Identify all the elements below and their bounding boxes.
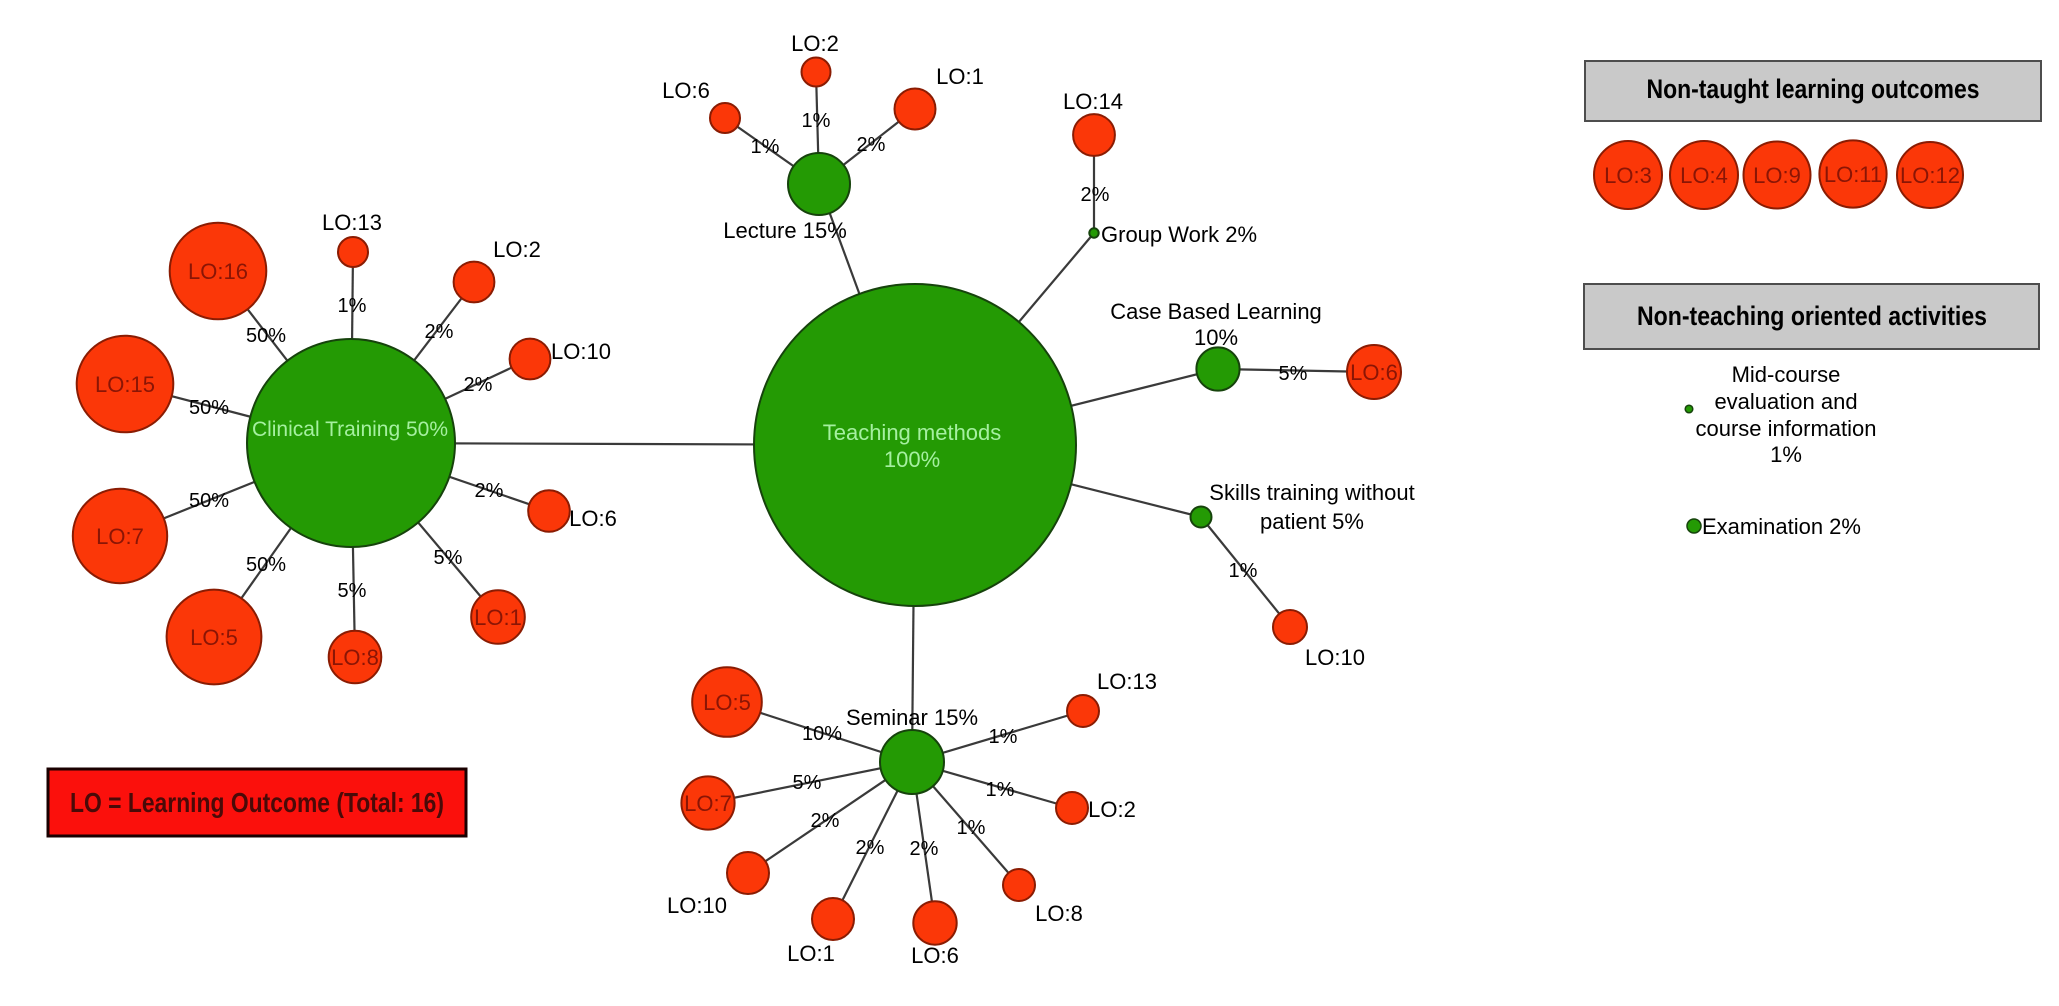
svg-text:Teaching methods: Teaching methods (823, 420, 1002, 445)
svg-text:2%: 2% (856, 837, 885, 859)
svg-text:Seminar 15%: Seminar 15% (846, 705, 978, 730)
svg-text:LO:1: LO:1 (936, 64, 984, 89)
svg-text:LO:15: LO:15 (95, 372, 155, 397)
svg-text:1%: 1% (1770, 442, 1802, 467)
svg-text:50%: 50% (189, 490, 229, 512)
svg-text:LO:2: LO:2 (1088, 797, 1136, 822)
svg-text:Lecture 15%: Lecture 15% (723, 218, 847, 243)
svg-text:5%: 5% (338, 580, 367, 602)
svg-text:2%: 2% (1081, 184, 1110, 206)
svg-text:LO:6: LO:6 (662, 78, 710, 103)
svg-text:10%: 10% (802, 723, 842, 745)
svg-text:2%: 2% (464, 374, 493, 396)
svg-text:50%: 50% (189, 397, 229, 419)
svg-text:LO:10: LO:10 (551, 339, 611, 364)
svg-text:2%: 2% (425, 321, 454, 343)
svg-text:LO:10: LO:10 (667, 893, 727, 918)
svg-text:50%: 50% (246, 554, 286, 576)
svg-text:5%: 5% (1279, 363, 1308, 385)
svg-text:patient 5%: patient 5% (1260, 509, 1364, 534)
svg-text:LO:1: LO:1 (787, 941, 835, 966)
svg-text:2%: 2% (910, 838, 939, 860)
svg-text:LO:16: LO:16 (188, 259, 248, 284)
svg-text:LO:6: LO:6 (911, 943, 959, 968)
svg-text:Non-teaching oriented activiti: Non-teaching oriented activities (1637, 301, 1987, 331)
svg-text:LO:2: LO:2 (493, 237, 541, 262)
svg-text:1%: 1% (802, 110, 831, 132)
svg-text:evaluation and: evaluation and (1714, 389, 1857, 414)
svg-text:1%: 1% (338, 295, 367, 317)
svg-text:1%: 1% (957, 817, 986, 839)
svg-text:course information: course information (1696, 416, 1877, 441)
svg-text:5%: 5% (434, 547, 463, 569)
svg-text:10%: 10% (1194, 325, 1238, 350)
svg-text:LO:8: LO:8 (331, 645, 379, 670)
svg-text:Non-taught learning outcomes: Non-taught learning outcomes (1647, 74, 1980, 104)
svg-text:2%: 2% (811, 810, 840, 832)
svg-text:LO:3: LO:3 (1604, 163, 1652, 188)
svg-text:1%: 1% (1229, 560, 1258, 582)
svg-text:Mid-course: Mid-course (1732, 362, 1841, 387)
svg-text:5%: 5% (793, 772, 822, 794)
svg-text:100%: 100% (884, 447, 940, 472)
svg-text:LO:13: LO:13 (1097, 669, 1157, 694)
svg-text:LO:6: LO:6 (1350, 360, 1398, 385)
svg-text:1%: 1% (989, 726, 1018, 748)
svg-text:LO:2: LO:2 (791, 31, 839, 56)
svg-text:LO:9: LO:9 (1753, 163, 1801, 188)
svg-text:2%: 2% (857, 134, 886, 156)
svg-text:LO:8: LO:8 (1035, 901, 1083, 926)
svg-text:Case Based Learning: Case Based Learning (1110, 299, 1322, 324)
svg-text:LO:14: LO:14 (1063, 89, 1123, 114)
svg-text:LO:13: LO:13 (322, 210, 382, 235)
svg-text:LO = Learning Outcome (Total:: LO = Learning Outcome (Total: 16) (70, 787, 444, 818)
svg-text:2%: 2% (475, 480, 504, 502)
svg-text:Group Work 2%: Group Work 2% (1101, 222, 1257, 247)
svg-text:LO:10: LO:10 (1305, 645, 1365, 670)
svg-text:LO:12: LO:12 (1900, 163, 1960, 188)
svg-text:Clinical Training 50%: Clinical Training 50% (252, 418, 448, 441)
svg-text:Examination 2%: Examination 2% (1702, 514, 1861, 539)
svg-text:50%: 50% (246, 325, 286, 347)
svg-text:LO:5: LO:5 (190, 625, 238, 650)
svg-text:LO:7: LO:7 (684, 791, 732, 816)
svg-text:LO:6: LO:6 (569, 506, 617, 531)
svg-text:LO:1: LO:1 (474, 605, 522, 630)
svg-text:1%: 1% (751, 136, 780, 158)
svg-text:LO:7: LO:7 (96, 524, 144, 549)
svg-text:1%: 1% (986, 779, 1015, 801)
svg-text:LO:5: LO:5 (703, 690, 751, 715)
svg-text:LO:11: LO:11 (1824, 162, 1882, 187)
svg-text:Skills training without: Skills training without (1209, 480, 1414, 505)
svg-text:LO:4: LO:4 (1680, 163, 1728, 188)
